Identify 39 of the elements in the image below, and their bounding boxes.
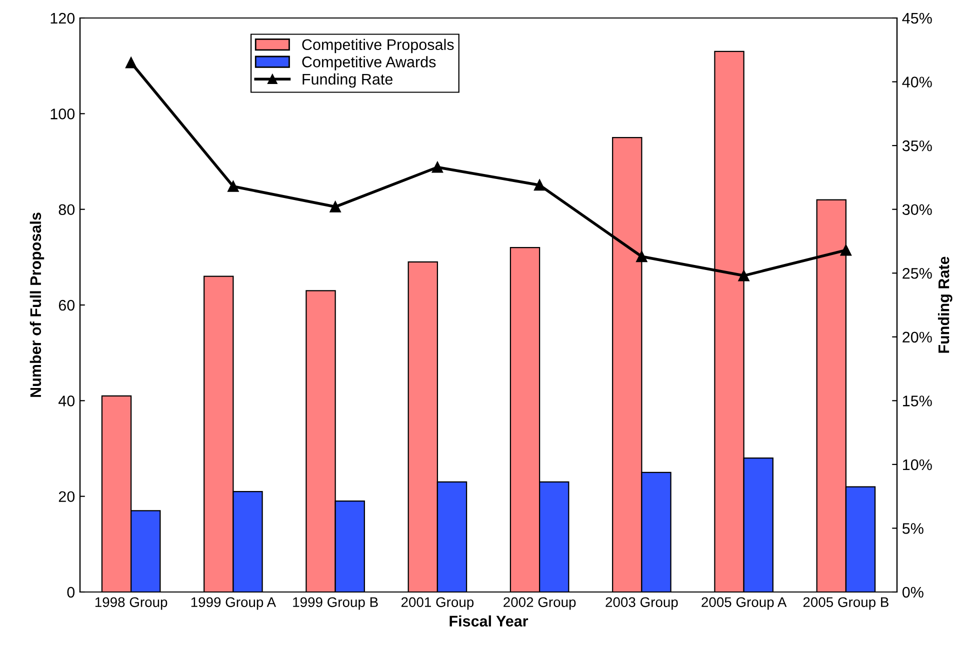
x-tick-label: 2003 Group (606, 597, 678, 610)
x-tick-label: 1998 Group (95, 597, 168, 610)
y-tick-label: 0 (67, 586, 75, 598)
point (534, 180, 546, 191)
point (126, 57, 137, 68)
x-tick-label: 2002 Group (504, 597, 576, 610)
x-tick-label: 1999 Group A (191, 597, 276, 610)
point (330, 201, 341, 212)
y-tick-label: 80 (58, 204, 75, 216)
point (738, 270, 750, 282)
x-tick-label: 1999 Group B (293, 597, 378, 610)
y2-tick-label: 40% (902, 76, 932, 88)
x-tick-label: 2001 Group (401, 597, 474, 610)
y-tick-label: 60 (58, 300, 75, 311)
y2-tick-label: 10% (903, 459, 932, 470)
y2-tick-label: 15% (903, 396, 932, 406)
y2-tick-label: 30% (902, 204, 932, 216)
y2-tick-label: 5% (902, 523, 924, 534)
x-tick-label: 2005 Group B (803, 597, 888, 610)
point (840, 244, 852, 256)
legend-label: Funding Rate (302, 73, 393, 88)
y2-tick-label: 20% (902, 332, 932, 343)
y-tick-label: 120 (50, 12, 75, 24)
x-axis-title: Fiscal Year (450, 615, 528, 627)
legend-label: Competitive Awards (302, 56, 436, 70)
y2-tick-label: 45% (902, 12, 932, 24)
y2-tick-label: 0% (902, 586, 924, 598)
y-tick-label: 100 (50, 108, 75, 120)
y2-tick-label: 25% (902, 268, 932, 279)
y-tick-label: 20 (58, 491, 75, 502)
point (432, 162, 443, 173)
legend-label: Competitive Proposals (302, 38, 454, 54)
y-tick-label: 40 (58, 396, 75, 406)
point (636, 250, 648, 262)
point (228, 180, 239, 192)
y-axis-title: Number of Full Proposals (30, 212, 44, 397)
y2-axis-title: Funding Rate (938, 256, 952, 353)
x-tick-label: 2005 Group A (702, 597, 787, 610)
y2-tick-label: 35% (902, 140, 932, 152)
